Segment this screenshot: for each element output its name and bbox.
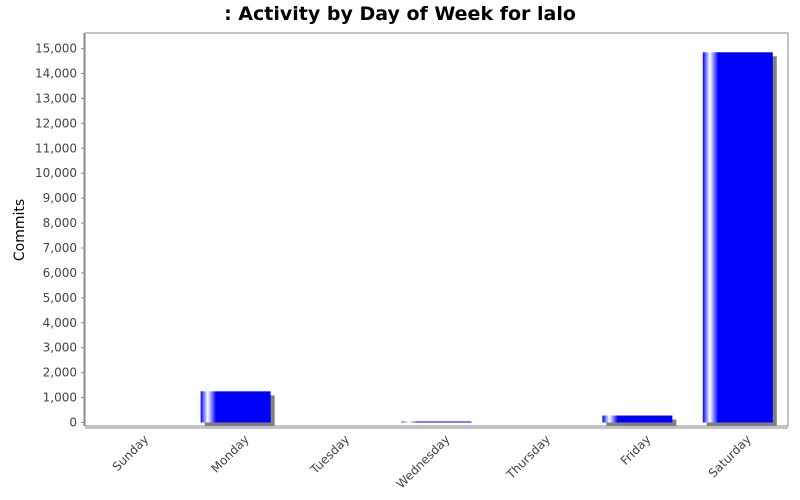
- y-tick-label: 13,000: [35, 91, 77, 105]
- y-tick-label: 12,000: [35, 116, 77, 130]
- y-tick-label: 14,000: [35, 66, 77, 80]
- x-tick-label: Sunday: [110, 432, 152, 474]
- plot-border: [84, 32, 789, 427]
- bar-friday: [602, 415, 673, 423]
- y-tick-label: 10,000: [35, 166, 77, 180]
- bar-monday: [200, 391, 271, 423]
- y-tick-label: 8,000: [43, 216, 77, 230]
- y-axis-title: Commits: [12, 199, 28, 261]
- bar-wednesday: [401, 421, 472, 423]
- x-tick-label: Saturday: [706, 432, 754, 480]
- x-tick-label: Tuesday: [307, 432, 352, 477]
- x-tick-label: Wednesday: [394, 432, 453, 491]
- x-tick-label: Friday: [618, 432, 654, 468]
- x-tick-label: Thursday: [503, 432, 553, 482]
- y-tick-label: 1,000: [43, 391, 77, 405]
- y-tick-label: 9,000: [43, 191, 77, 205]
- y-tick-label: 5,000: [43, 291, 77, 305]
- bar-saturday: [702, 52, 773, 423]
- bar-shadow: [606, 419, 677, 427]
- chart-title: : Activity by Day of Week for lalo: [224, 3, 576, 25]
- plot-area: [84, 32, 789, 427]
- y-axis: 0 1,000 2,000 3,000 4,000 5,000 6,000 7,000 8,00…: [35, 33, 85, 430]
- y-tick-label: 7,000: [43, 241, 77, 255]
- y-tick-label: 2,000: [43, 366, 77, 380]
- bars-group: [200, 52, 777, 427]
- y-tick-label: 15,000: [35, 42, 77, 56]
- y-tick-label: 6,000: [43, 266, 77, 280]
- x-tick-label: Monday: [208, 432, 251, 475]
- y-tick-label: 11,000: [35, 141, 77, 155]
- x-axis: Sunday Monday Tuesday Wednesday Thursday Frid…: [85, 427, 788, 491]
- y-tick-label: 4,000: [43, 316, 77, 330]
- y-tick-label: 3,000: [43, 341, 77, 355]
- y-tick-label: 0: [69, 416, 77, 430]
- bar-shadow: [405, 425, 476, 427]
